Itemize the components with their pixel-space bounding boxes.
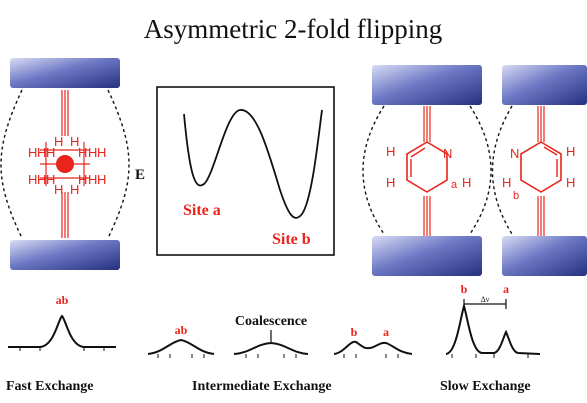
baseline-ticks xyxy=(157,354,205,358)
spectrum-line xyxy=(8,314,116,348)
site-a-label: Site a xyxy=(183,202,221,219)
blurred-ring xyxy=(40,142,90,186)
dashed-envelope-left xyxy=(362,105,385,235)
peak-label-ab-broad: ab xyxy=(175,323,188,337)
coalescence-label: Coalescence xyxy=(235,314,307,329)
alkyne-top xyxy=(61,90,69,136)
h-label: H xyxy=(88,172,97,187)
atom-h: H xyxy=(386,175,395,190)
spectrum-line xyxy=(147,338,215,355)
energy-plot: E Site a Site b xyxy=(135,86,335,256)
pyridine-ring xyxy=(520,141,562,193)
stator-top xyxy=(372,65,482,105)
h-label: H xyxy=(37,145,46,160)
spectrum-line xyxy=(233,341,309,355)
site-marker: b xyxy=(513,190,519,202)
spectrum-line xyxy=(333,340,413,355)
caption-slow: Slow Exchange xyxy=(440,379,531,394)
dashed-envelope-right xyxy=(107,89,130,239)
rotor-center-blob xyxy=(56,155,74,173)
h-label: H xyxy=(28,172,37,187)
dashed-envelope-left xyxy=(491,105,513,235)
h-label: H xyxy=(37,172,46,187)
baseline-ticks xyxy=(451,354,529,358)
h-label: H xyxy=(97,145,106,160)
h-label: H xyxy=(70,134,79,149)
h-label: H xyxy=(54,134,63,149)
peak-label-ab: ab xyxy=(56,293,69,307)
spectrum-fast: ab Fast Exchange xyxy=(6,293,116,394)
ring-double-bond xyxy=(410,147,426,158)
pyridine-ring xyxy=(406,141,448,193)
energy-curve xyxy=(183,109,323,219)
rotor-site-a: N H H H a xyxy=(362,65,492,276)
baseline-ticks xyxy=(19,347,105,351)
h-label: H xyxy=(97,172,106,187)
plot-frame xyxy=(156,86,335,256)
atom-h: H xyxy=(566,175,575,190)
h-label: H xyxy=(46,145,55,160)
h-label: H xyxy=(88,145,97,160)
spectrum-intermediate-broad: ab xyxy=(147,323,215,358)
stator-bottom xyxy=(10,240,120,270)
stator-bottom xyxy=(372,236,482,276)
h-label: H xyxy=(46,172,55,187)
peak-label-a: a xyxy=(383,325,389,339)
h-label: H xyxy=(28,145,37,160)
rotor-left: H H H H H H H H H H H H H H H H xyxy=(0,58,130,270)
spectrum-intermediate-split: b a xyxy=(333,325,413,358)
rotor-site-b: N H H H b xyxy=(491,65,587,276)
atom-n: N xyxy=(510,146,519,161)
peak-label-b: b xyxy=(461,282,468,296)
stator-top xyxy=(502,65,587,105)
alkyne-top xyxy=(537,106,545,142)
dashed-envelope-left xyxy=(0,89,23,239)
stator-bottom xyxy=(502,236,587,276)
ring-double-bond xyxy=(543,146,558,156)
site-marker: a xyxy=(451,179,458,191)
alkyne-bottom xyxy=(537,196,545,236)
h-label: H xyxy=(78,172,87,187)
baseline-ticks xyxy=(343,354,399,358)
atom-h: H xyxy=(386,144,395,159)
spectrum-line xyxy=(445,302,541,355)
atom-h: H xyxy=(462,175,471,190)
baseline-ticks xyxy=(245,354,297,358)
h-label: H xyxy=(70,182,79,197)
atom-h: H xyxy=(502,175,511,190)
alkyne-top xyxy=(423,106,431,142)
dashed-envelope-right xyxy=(469,105,492,235)
peak-label-b: b xyxy=(351,325,358,339)
spectrum-slow: Δν b a xyxy=(445,282,541,358)
alkyne-bottom xyxy=(423,196,431,236)
site-b-label: Site b xyxy=(272,231,311,248)
figure-title: Asymmetric 2-fold flipping xyxy=(144,14,442,44)
h-label: H xyxy=(78,145,87,160)
alkyne-bottom xyxy=(61,192,69,238)
atom-h: H xyxy=(566,144,575,159)
h-label: H xyxy=(54,182,63,197)
atom-n: N xyxy=(443,146,452,161)
delta-nu-label: Δν xyxy=(481,295,490,304)
energy-axis-label: E xyxy=(135,167,145,183)
spectrum-coalescence: Coalescence xyxy=(233,314,309,358)
peak-label-a: a xyxy=(503,282,509,296)
caption-intermediate: Intermediate Exchange xyxy=(192,379,332,394)
caption-fast: Fast Exchange xyxy=(6,379,94,394)
stator-top xyxy=(10,58,120,88)
